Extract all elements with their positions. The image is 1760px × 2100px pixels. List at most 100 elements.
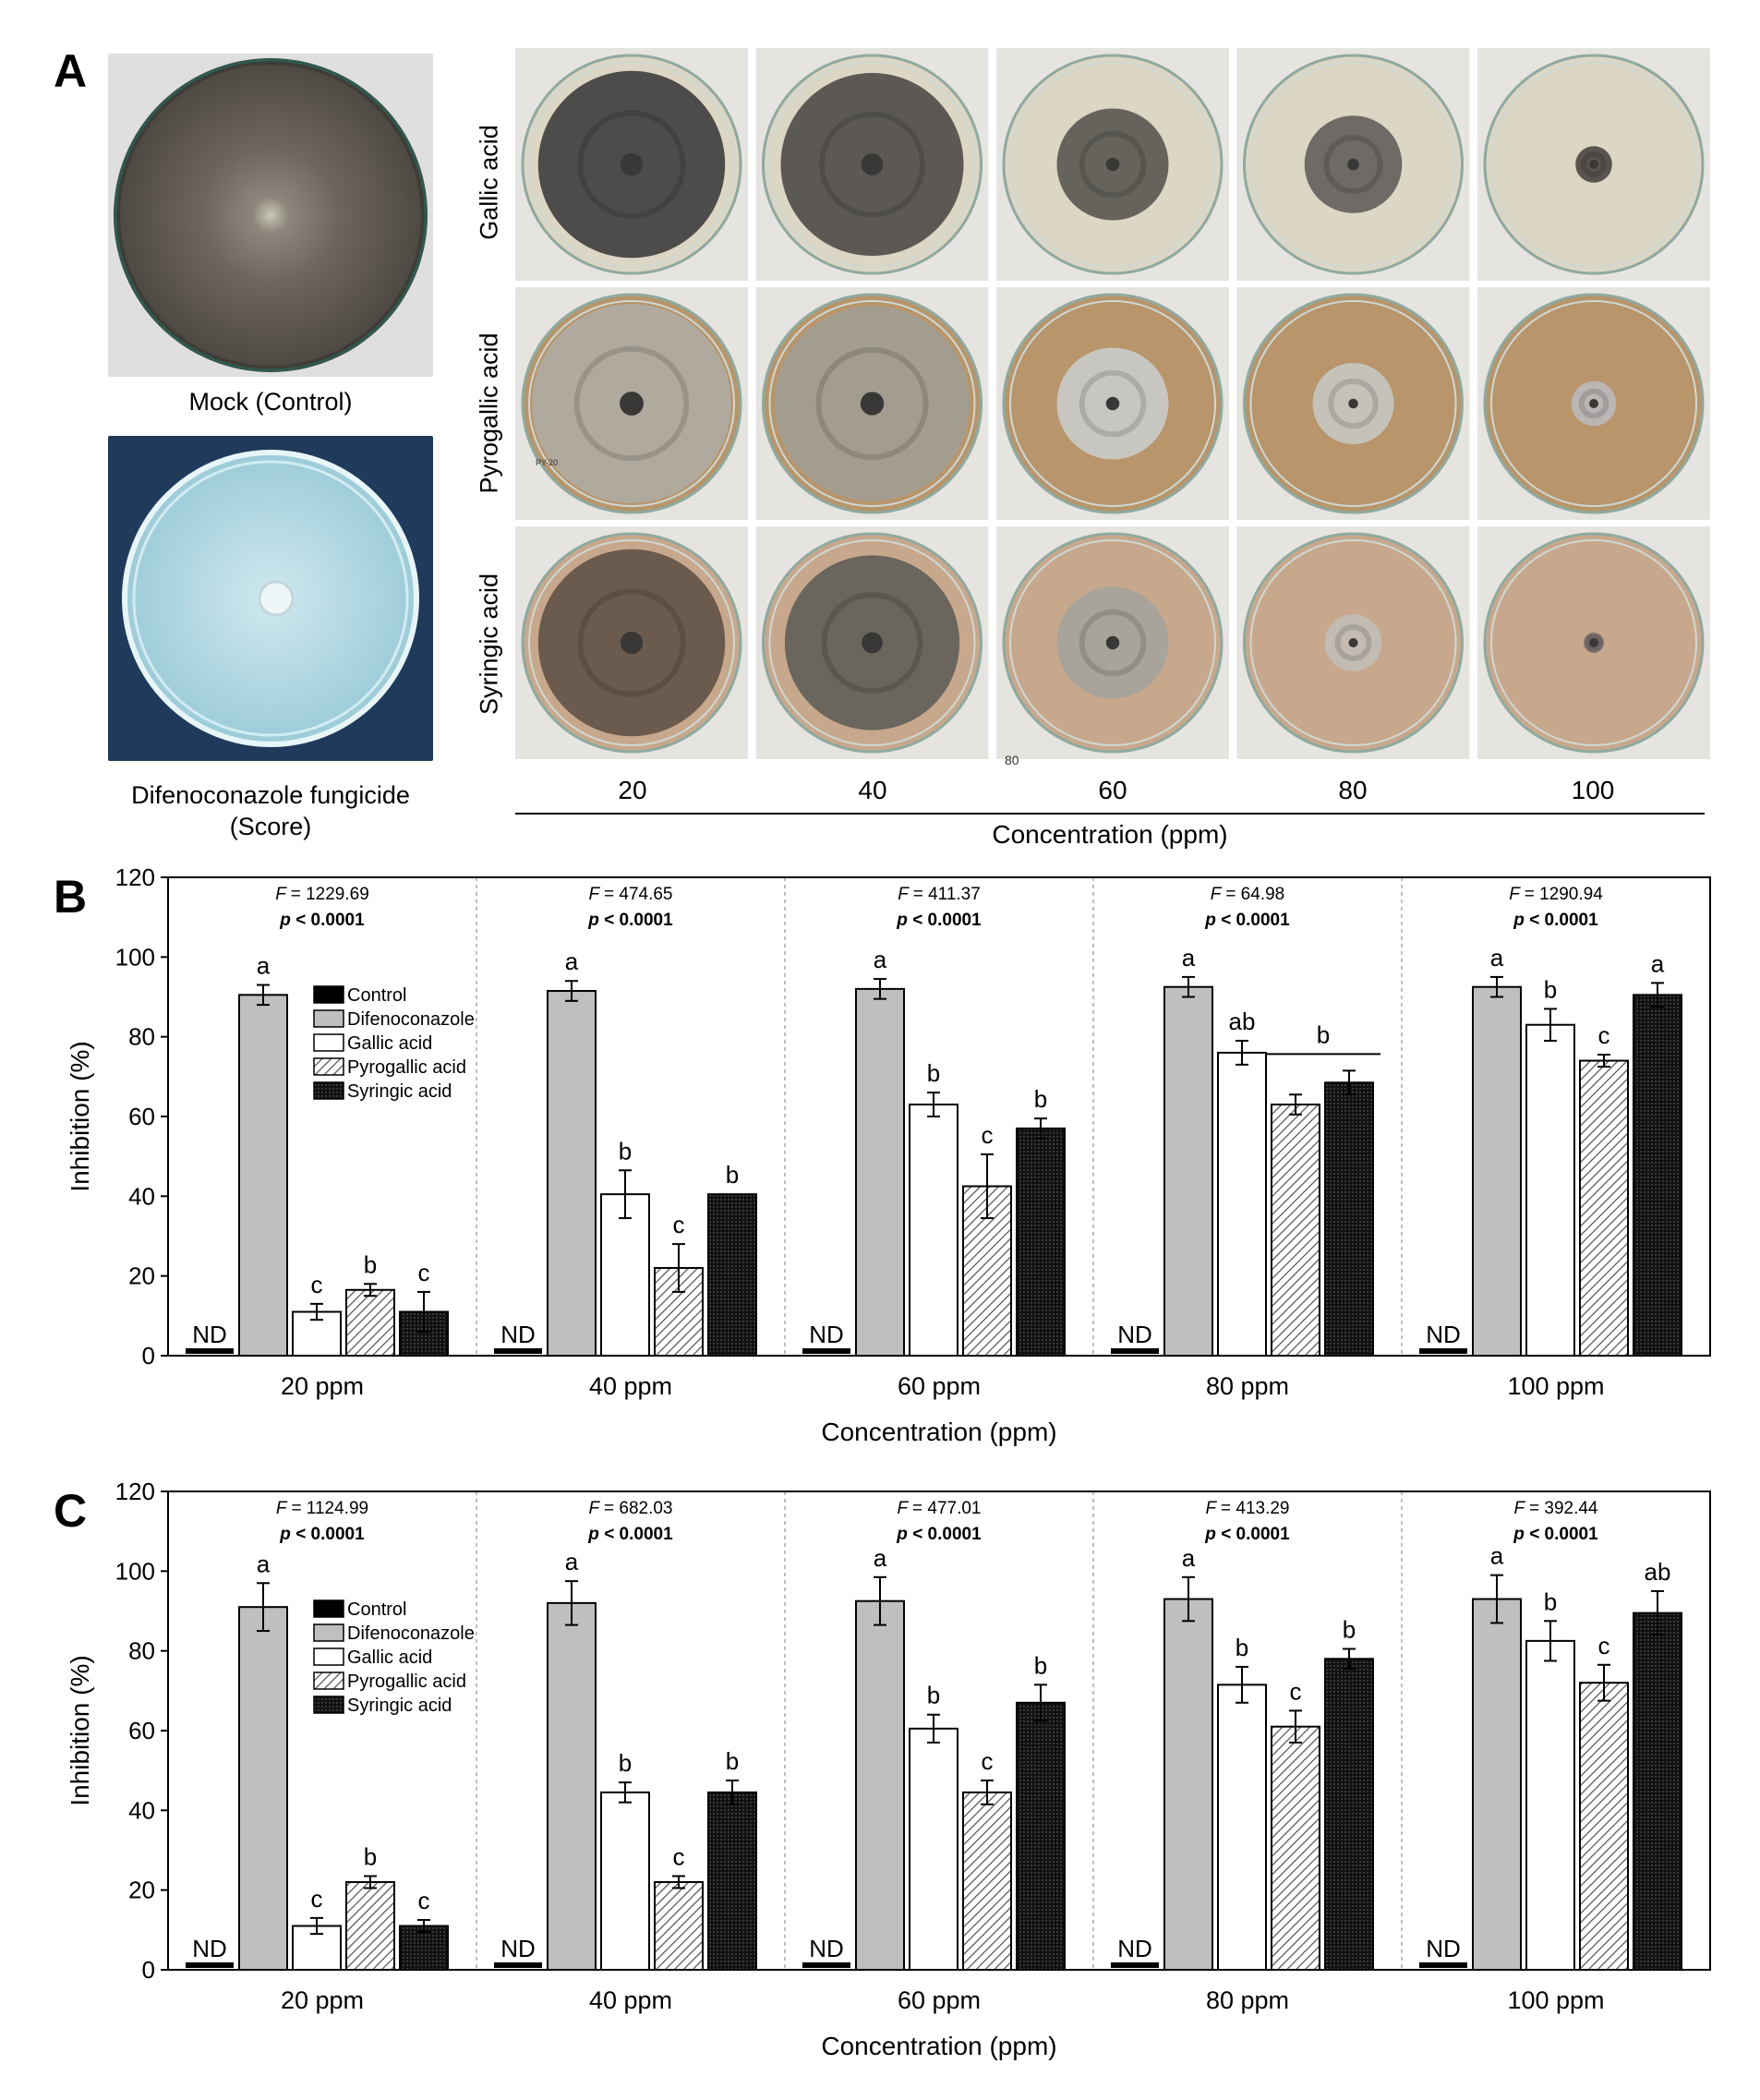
y-tick-label: 0 <box>142 1956 155 1984</box>
significance-letter: b <box>726 1747 739 1775</box>
bar-difenoconazole <box>855 987 905 1357</box>
significance-letter: a <box>257 1550 271 1577</box>
bar-control <box>186 1348 234 1354</box>
p-value-label: p < 0.0001 <box>587 1525 673 1544</box>
significance-letter: c <box>982 1121 994 1149</box>
legend-label: Control <box>347 1599 406 1620</box>
p-value-label: p < 0.0001 <box>587 911 673 930</box>
f-stat-label: F = 477.01 <box>897 1499 981 1518</box>
legend-swatch-syringic-acid <box>313 1696 344 1714</box>
significance-letter: b <box>364 1250 377 1278</box>
significance-letter: a <box>565 947 579 975</box>
significance-letter: c <box>311 1885 323 1913</box>
significance-letter: b <box>619 1749 632 1777</box>
x-category-label: 100 ppm <box>1507 1986 1604 2014</box>
bar-syringic-acid <box>1633 1611 1682 1972</box>
significance-letter: ab <box>1645 1558 1671 1586</box>
bar-difenoconazole <box>1163 1598 1213 1972</box>
nd-label: ND <box>192 1935 227 1962</box>
significance-letter: c <box>311 1271 323 1298</box>
plate-gallic-acid-80 <box>1236 48 1470 281</box>
significance-letter: c <box>673 1211 685 1238</box>
bar-pyrogallic-acid <box>962 1791 1012 1971</box>
p-value-label: p < 0.0001 <box>1204 1525 1290 1544</box>
f-stat-label: F = 413.29 <box>1205 1499 1289 1518</box>
legend-label: Syringic acid <box>347 1696 452 1716</box>
bar-gallic-acid <box>1525 1023 1575 1357</box>
mock-control-plate <box>108 54 433 377</box>
panel-a-letter: A <box>54 45 88 97</box>
y-tick-label: 40 <box>128 1796 155 1824</box>
significance-letter: c <box>418 1259 430 1286</box>
p-value-label: p < 0.0001 <box>896 1525 982 1544</box>
legend-swatch-difenoconazole <box>313 1009 344 1028</box>
bar-syringic-acid <box>1633 994 1682 1357</box>
x-category-label: 60 ppm <box>898 1372 981 1400</box>
bar-control <box>1419 1962 1467 1968</box>
bar-syringic-acid <box>399 1925 449 1971</box>
legend-label: Pyrogallic acid <box>347 1672 466 1692</box>
y-tick-label: 0 <box>142 1342 155 1370</box>
x-category-label: 80 ppm <box>1206 1986 1289 2014</box>
plate-pyrogallic-acid-60 <box>996 287 1229 520</box>
bar-difenoconazole <box>547 1601 597 1971</box>
bar-pyrogallic-acid <box>1579 1682 1629 1971</box>
bar-syringic-acid <box>1016 1127 1066 1358</box>
bar-pyrogallic-acid <box>345 1881 395 1971</box>
chart-panel-c: C 0 20 40 60 80 100 120 Inhibition (%) F = 1124.9… <box>54 1478 1711 2060</box>
conc-label-40: 40 <box>858 776 887 804</box>
legend-label: Difenoconazole <box>347 1623 475 1644</box>
treatment-plate-grid: PY-20 80 <box>515 48 1710 767</box>
panel-letter-c: C <box>54 1485 87 1537</box>
legend-swatch-gallic-acid <box>313 1033 344 1052</box>
plate-syringic-acid-60 <box>996 526 1229 759</box>
significance-letter: a <box>874 946 887 973</box>
plate-gallic-acid-100 <box>1477 48 1710 281</box>
y-tick-label: 80 <box>128 1637 155 1665</box>
bar-control <box>1419 1348 1467 1354</box>
significance-letter: b <box>1034 1651 1047 1679</box>
significance-letter: b <box>1343 1616 1356 1644</box>
x-category-label: 20 ppm <box>281 1986 364 2014</box>
significance-letter: a <box>1182 944 1196 972</box>
significance-letter: c <box>1290 1677 1302 1705</box>
plate-label-py20: PY-20 <box>536 458 558 467</box>
nd-label: ND <box>1426 1935 1461 1962</box>
significance-letter: c <box>418 1887 430 1914</box>
legend-swatch-pyrogallic-acid <box>313 1672 344 1690</box>
p-value-label: p < 0.0001 <box>1513 911 1598 930</box>
group-significance-letter: b <box>1317 1020 1330 1048</box>
f-stat-label: F = 392.44 <box>1513 1499 1597 1518</box>
y-axis-label: Inhibition (%) <box>66 1655 94 1805</box>
legend-swatch-gallic-acid <box>313 1647 344 1666</box>
legend-label: Gallic acid <box>347 1033 432 1054</box>
significance-letter: c <box>1598 1021 1610 1049</box>
bar-pyrogallic-acid <box>1271 1104 1320 1357</box>
bar-control <box>186 1962 234 1968</box>
bar-syringic-acid <box>1324 1081 1374 1358</box>
y-tick-label: 120 <box>115 863 155 891</box>
significance-letter: a <box>257 952 271 980</box>
y-tick-label: 40 <box>128 1182 155 1210</box>
bar-pyrogallic-acid <box>345 1288 395 1357</box>
plate-syringic-acid-20 <box>515 526 748 759</box>
nd-label: ND <box>192 1321 227 1348</box>
legend-label: Difenoconazole <box>347 1009 475 1030</box>
significance-letter: b <box>1544 975 1557 1003</box>
legend-label: Syringic acid <box>347 1081 452 1102</box>
plate-syringic-acid-80 <box>1236 526 1470 759</box>
legend-label: Pyrogallic acid <box>347 1057 466 1078</box>
nd-label: ND <box>1117 1935 1152 1962</box>
plate-pyrogallic-acid-40 <box>755 287 989 520</box>
legend-swatch-control <box>313 1599 344 1618</box>
bar-difenoconazole <box>238 994 288 1357</box>
bar-control <box>494 1348 542 1354</box>
nd-label: ND <box>500 1321 536 1348</box>
plate-gallic-acid-60 <box>996 48 1229 281</box>
row-label-gallic-acid: Gallic acid <box>475 125 503 240</box>
legend-label: Control <box>347 985 406 1006</box>
conc-label-20: 20 <box>618 776 647 804</box>
mock-control-caption: Mock (Control) <box>188 388 353 416</box>
significance-letter: b <box>927 1059 940 1087</box>
plate-pyrogallic-acid-20 <box>515 287 748 520</box>
